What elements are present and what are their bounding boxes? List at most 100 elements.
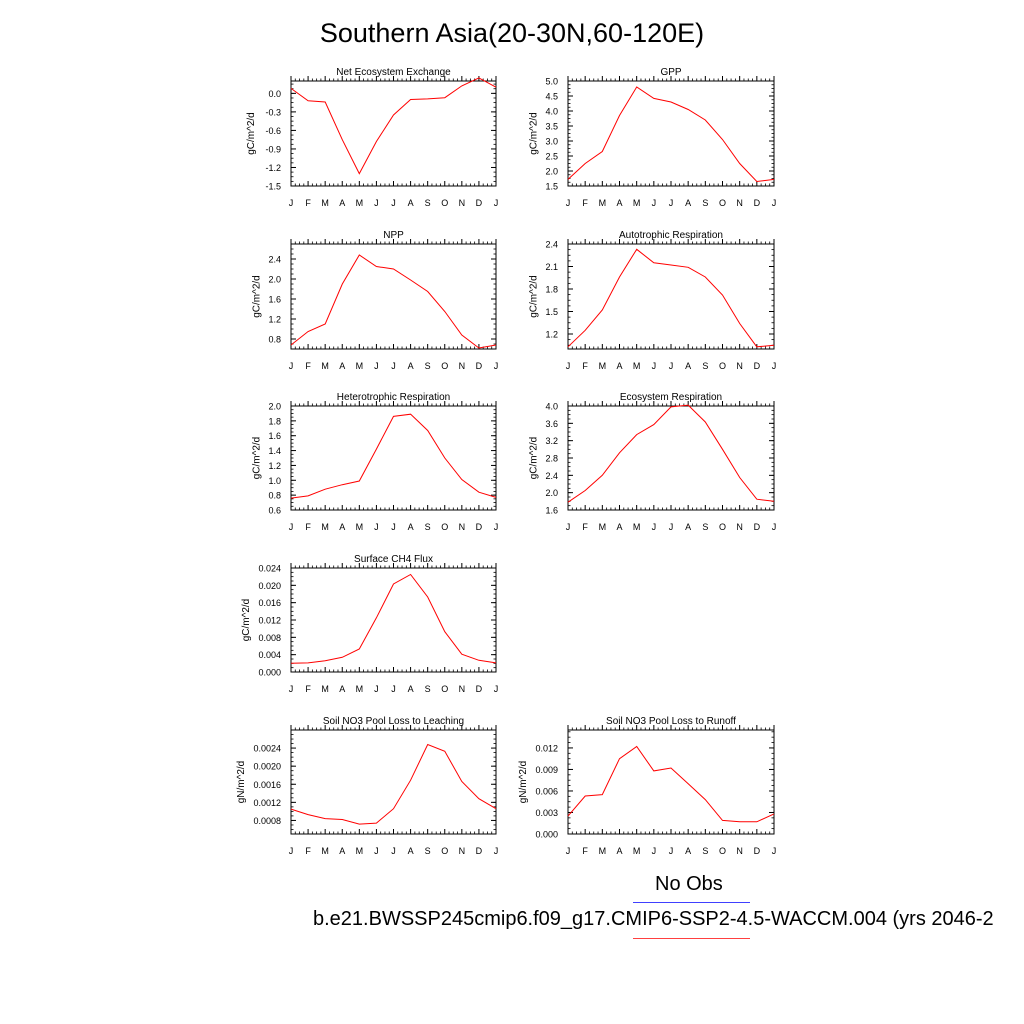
series-line xyxy=(290,573,497,664)
y-tick-label: -0.6 xyxy=(265,126,281,136)
y-tick-label: 0.0012 xyxy=(253,798,281,808)
chart-title: Surface CH4 Flux xyxy=(354,554,433,565)
x-tick-label: J xyxy=(669,522,674,532)
x-tick-label: J xyxy=(391,361,396,371)
y-axis-label: gN/m^2/d xyxy=(518,761,529,804)
y-tick-label: 1.6 xyxy=(268,431,281,441)
x-tick-label: O xyxy=(441,522,448,532)
x-tick-label: F xyxy=(582,522,588,532)
y-tick-label: 1.2 xyxy=(545,330,558,340)
y-tick-label: 0.000 xyxy=(258,668,281,678)
x-tick-label: F xyxy=(582,846,588,856)
y-tick-label: 3.6 xyxy=(545,419,558,429)
chart-title: Autotrophic Respiration xyxy=(619,230,723,241)
y-tick-label: 1.5 xyxy=(545,182,558,192)
x-tick-label: D xyxy=(754,361,761,371)
plot-frame xyxy=(290,80,497,187)
x-tick-label: S xyxy=(702,198,708,208)
y-axis-label: gC/m^2/d xyxy=(528,112,539,155)
y-axis-label: gC/m^2/d xyxy=(251,275,262,318)
x-tick-label: O xyxy=(441,361,448,371)
x-tick-label: D xyxy=(476,522,483,532)
x-tick-label: F xyxy=(582,361,588,371)
y-tick-label: 1.6 xyxy=(268,295,281,305)
x-tick-label: J xyxy=(374,846,379,856)
plot-frame xyxy=(567,80,775,187)
y-axis-label: gN/m^2/d xyxy=(236,761,247,804)
chart-title: Soil NO3 Pool Loss to Leaching xyxy=(323,716,464,727)
x-tick-label: M xyxy=(599,522,607,532)
x-tick-label: J xyxy=(566,361,571,371)
x-tick-label: M xyxy=(356,198,364,208)
x-tick-label: J xyxy=(652,361,657,371)
x-tick-label: D xyxy=(754,198,761,208)
y-tick-label: 2.0 xyxy=(268,275,281,285)
x-tick-label: A xyxy=(685,522,691,532)
x-tick-label: M xyxy=(599,198,607,208)
x-tick-label: N xyxy=(736,522,743,532)
x-tick-label: S xyxy=(425,198,431,208)
y-tick-label: 4.0 xyxy=(545,107,558,117)
y-tick-label: 0.0008 xyxy=(253,816,281,826)
y-tick-label: -0.9 xyxy=(265,144,281,154)
x-tick-label: A xyxy=(408,361,414,371)
x-tick-label: S xyxy=(425,846,431,856)
chart-title: Ecosystem Respiration xyxy=(620,392,722,403)
chart-title: Soil NO3 Pool Loss to Runoff xyxy=(606,716,736,727)
y-tick-label: -0.3 xyxy=(265,107,281,117)
x-tick-label: N xyxy=(736,361,743,371)
plot-frame xyxy=(567,729,775,835)
y-tick-label: 2.8 xyxy=(545,454,558,464)
x-tick-label: O xyxy=(719,522,726,532)
y-tick-label: -1.2 xyxy=(265,163,281,173)
y-tick-label: 5.0 xyxy=(545,77,558,87)
y-tick-label: 0.000 xyxy=(535,830,558,840)
x-tick-label: M xyxy=(599,361,607,371)
series-line xyxy=(567,404,775,503)
x-tick-label: A xyxy=(339,846,345,856)
x-tick-label: F xyxy=(582,198,588,208)
x-tick-label: J xyxy=(566,846,571,856)
y-tick-label: 2.1 xyxy=(545,262,558,272)
plot-frame xyxy=(290,243,497,350)
x-tick-label: A xyxy=(616,361,622,371)
x-tick-label: J xyxy=(391,198,396,208)
chart-title: Net Ecosystem Exchange xyxy=(336,67,451,78)
x-tick-label: S xyxy=(702,361,708,371)
y-tick-label: 1.5 xyxy=(545,307,558,317)
y-tick-label: 0.0020 xyxy=(253,762,281,772)
x-tick-label: J xyxy=(289,846,294,856)
x-tick-label: O xyxy=(719,846,726,856)
x-tick-label: A xyxy=(616,846,622,856)
x-tick-label: A xyxy=(408,684,414,694)
y-tick-label: 0.006 xyxy=(535,786,558,796)
y-tick-label: 1.6 xyxy=(545,506,558,516)
x-tick-label: J xyxy=(494,684,499,694)
x-tick-label: J xyxy=(374,198,379,208)
x-tick-label: F xyxy=(305,684,311,694)
x-tick-label: A xyxy=(685,846,691,856)
y-tick-label: 0.6 xyxy=(268,506,281,516)
x-tick-label: M xyxy=(633,846,641,856)
y-tick-label: 0.0016 xyxy=(253,780,281,790)
x-tick-label: A xyxy=(685,198,691,208)
legend-obs-line xyxy=(633,902,750,903)
legend-model-line xyxy=(633,938,750,939)
x-tick-label: A xyxy=(685,361,691,371)
y-tick-label: 0.8 xyxy=(268,335,281,345)
x-tick-label: J xyxy=(289,361,294,371)
x-tick-label: F xyxy=(305,361,311,371)
y-tick-label: 0.012 xyxy=(258,616,281,626)
y-tick-label: 2.0 xyxy=(545,167,558,177)
x-tick-label: M xyxy=(321,684,329,694)
x-tick-label: F xyxy=(305,198,311,208)
y-tick-label: 4.0 xyxy=(545,402,558,412)
